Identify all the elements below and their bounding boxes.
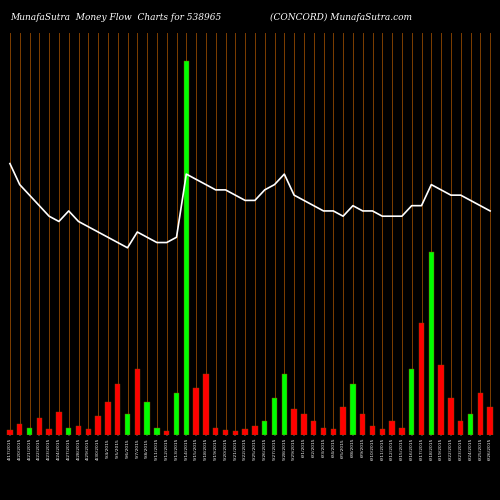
- Text: MunafaSutra  Money Flow  Charts for 538965: MunafaSutra Money Flow Charts for 538965: [10, 12, 221, 22]
- Bar: [409, 370, 414, 435]
- Bar: [56, 412, 62, 435]
- Bar: [282, 374, 287, 435]
- Bar: [458, 421, 464, 435]
- Bar: [154, 428, 160, 435]
- Bar: [144, 402, 150, 435]
- Bar: [184, 60, 189, 435]
- Bar: [223, 430, 228, 435]
- Bar: [340, 407, 346, 435]
- Bar: [232, 432, 238, 435]
- Bar: [76, 426, 81, 435]
- Bar: [262, 421, 268, 435]
- Bar: [370, 426, 375, 435]
- Bar: [419, 322, 424, 435]
- Bar: [36, 418, 42, 435]
- Bar: [252, 426, 258, 435]
- Bar: [390, 421, 395, 435]
- Bar: [96, 416, 101, 435]
- Bar: [448, 398, 454, 435]
- Bar: [174, 393, 179, 435]
- Bar: [125, 414, 130, 435]
- Bar: [105, 402, 110, 435]
- Bar: [330, 430, 336, 435]
- Bar: [488, 407, 493, 435]
- Bar: [17, 424, 22, 435]
- Bar: [272, 398, 277, 435]
- Bar: [134, 370, 140, 435]
- Bar: [380, 430, 385, 435]
- Bar: [66, 428, 71, 435]
- Bar: [468, 414, 473, 435]
- Bar: [311, 421, 316, 435]
- Bar: [115, 384, 120, 435]
- Bar: [203, 374, 208, 435]
- Text: (CONCORD) MunafaSutra.com: (CONCORD) MunafaSutra.com: [270, 12, 412, 22]
- Bar: [242, 430, 248, 435]
- Bar: [46, 430, 52, 435]
- Bar: [86, 430, 91, 435]
- Bar: [164, 432, 170, 435]
- Bar: [360, 414, 366, 435]
- Bar: [213, 428, 218, 435]
- Bar: [7, 430, 12, 435]
- Bar: [321, 428, 326, 435]
- Bar: [194, 388, 199, 435]
- Bar: [478, 393, 483, 435]
- Bar: [301, 414, 306, 435]
- Bar: [27, 428, 32, 435]
- Bar: [399, 428, 404, 435]
- Bar: [428, 252, 434, 435]
- Bar: [292, 409, 297, 435]
- Bar: [350, 384, 356, 435]
- Bar: [438, 365, 444, 435]
